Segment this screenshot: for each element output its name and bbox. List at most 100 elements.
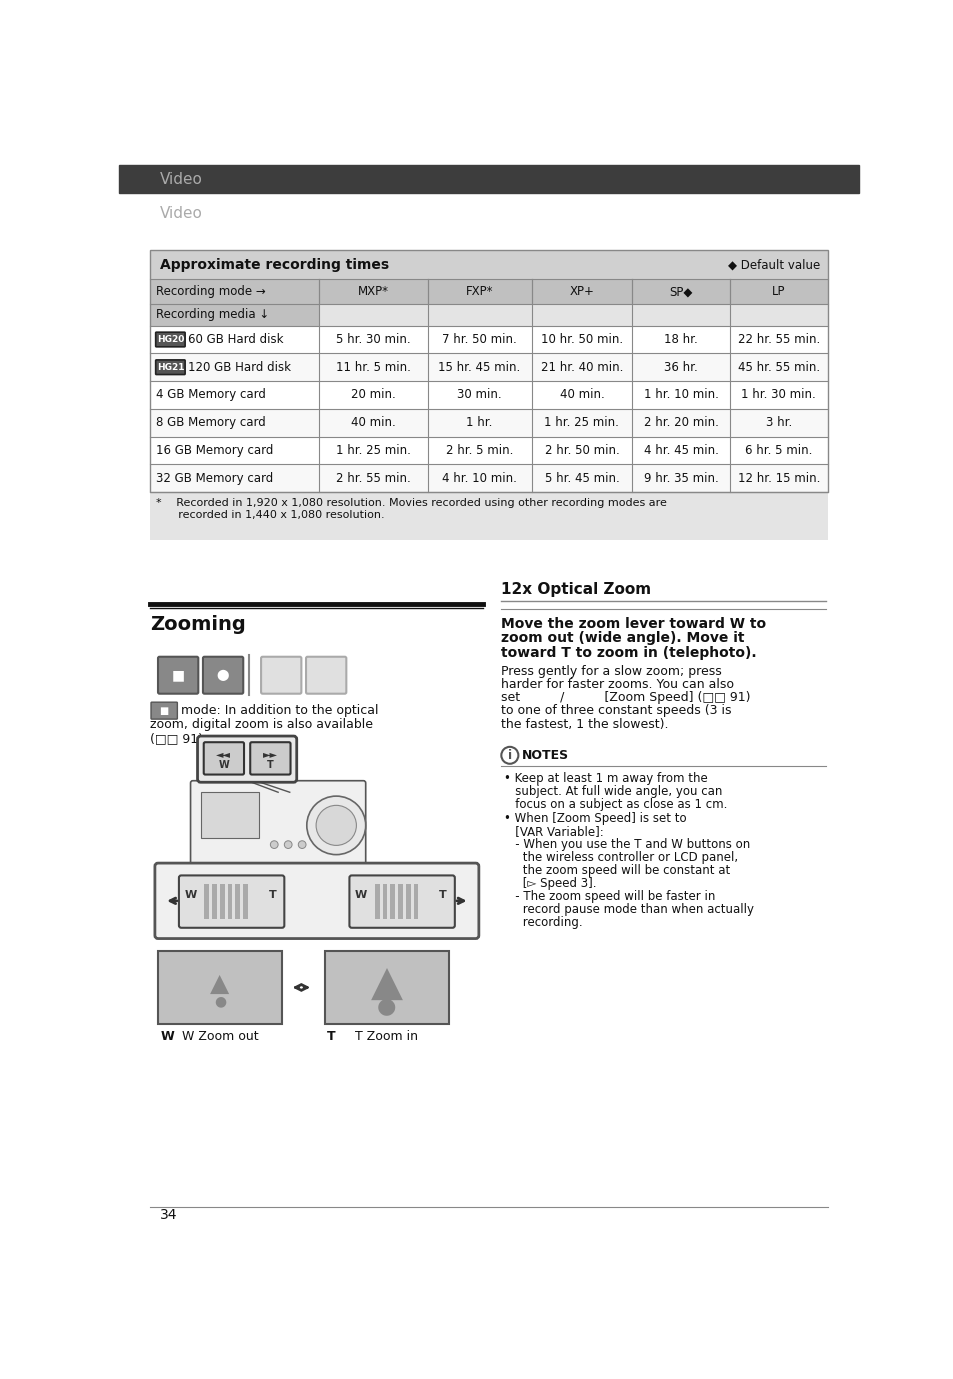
FancyBboxPatch shape — [155, 360, 185, 375]
Text: W: W — [355, 889, 367, 899]
Text: FXP*: FXP* — [465, 285, 493, 298]
Bar — [150, 437, 827, 465]
Text: T: T — [269, 889, 276, 899]
Text: set          /          [Zoom Speed] (□□ 91): set / [Zoom Speed] (□□ 91) — [500, 691, 749, 705]
Bar — [382, 884, 387, 920]
Text: ■: ■ — [159, 706, 169, 716]
Circle shape — [500, 747, 517, 764]
Text: HG20: HG20 — [156, 335, 184, 343]
Text: 2 hr. 5 min.: 2 hr. 5 min. — [445, 444, 513, 456]
Text: 16 GB Memory card: 16 GB Memory card — [156, 444, 274, 456]
Bar — [158, 952, 282, 1025]
Text: 30 min.: 30 min. — [456, 389, 501, 401]
Text: 21 hr. 40 min.: 21 hr. 40 min. — [540, 361, 622, 374]
Circle shape — [307, 796, 365, 855]
FancyBboxPatch shape — [204, 742, 244, 775]
Text: 1 hr. 25 min.: 1 hr. 25 min. — [335, 444, 411, 456]
Text: 7 hr. 50 min.: 7 hr. 50 min. — [442, 332, 517, 346]
FancyBboxPatch shape — [191, 781, 365, 870]
Text: 1 hr. 10 min.: 1 hr. 10 min. — [643, 389, 718, 401]
Text: harder for faster zooms. You can also: harder for faster zooms. You can also — [500, 678, 733, 691]
Text: XP+: XP+ — [569, 285, 594, 298]
Text: the fastest, 1 the slowest).: the fastest, 1 the slowest). — [500, 717, 667, 731]
Text: 18 hr.: 18 hr. — [663, 332, 698, 346]
Text: [▻ Speed 3].: [▻ Speed 3]. — [503, 877, 596, 889]
Text: W: W — [184, 889, 196, 899]
Text: 12x Optical Zoom: 12x Optical Zoom — [500, 582, 650, 597]
Text: • Keep at least 1 m away from the: • Keep at least 1 m away from the — [503, 772, 707, 785]
Text: 5 hr. 45 min.: 5 hr. 45 min. — [544, 472, 618, 484]
Text: 120 GB Hard disk: 120 GB Hard disk — [188, 361, 291, 374]
Bar — [150, 408, 827, 437]
Text: ▲: ▲ — [370, 963, 402, 1005]
Bar — [235, 884, 240, 920]
Text: 1 hr.: 1 hr. — [466, 416, 493, 429]
Text: recorded in 1,440 x 1,080 resolution.: recorded in 1,440 x 1,080 resolution. — [156, 510, 385, 520]
Text: W: W — [218, 760, 229, 769]
Text: the zoom speed will be constant at: the zoom speed will be constant at — [503, 863, 729, 877]
Text: 1 hr. 25 min.: 1 hr. 25 min. — [544, 416, 618, 429]
Text: 40 min.: 40 min. — [351, 416, 395, 429]
Text: ●: ● — [376, 996, 395, 1016]
Text: subject. At full wide angle, you can: subject. At full wide angle, you can — [503, 785, 721, 798]
Text: Move the zoom lever toward W to: Move the zoom lever toward W to — [500, 616, 765, 630]
Bar — [200, 793, 258, 838]
Text: - The zoom speed will be faster in: - The zoom speed will be faster in — [503, 889, 715, 903]
Bar — [150, 250, 827, 539]
Text: W: W — [160, 1030, 173, 1043]
Text: ■: ■ — [172, 669, 185, 683]
FancyBboxPatch shape — [154, 863, 478, 939]
Text: 2 hr. 55 min.: 2 hr. 55 min. — [335, 472, 411, 484]
Text: 34: 34 — [159, 1208, 177, 1222]
Text: 10 hr. 50 min.: 10 hr. 50 min. — [540, 332, 622, 346]
Circle shape — [270, 841, 278, 848]
Bar — [414, 884, 418, 920]
Text: toward T to zoom in (telephoto).: toward T to zoom in (telephoto). — [500, 645, 756, 661]
Bar — [390, 884, 395, 920]
Text: Zooming: Zooming — [150, 615, 246, 634]
Text: 2 hr. 50 min.: 2 hr. 50 min. — [544, 444, 618, 456]
Text: ◄◄: ◄◄ — [216, 750, 232, 760]
Text: NOTES: NOTES — [521, 749, 569, 761]
Circle shape — [284, 841, 292, 848]
Bar — [150, 305, 319, 325]
Text: [VAR Variable]:: [VAR Variable]: — [503, 825, 602, 837]
Text: i: i — [507, 749, 512, 761]
FancyBboxPatch shape — [250, 742, 291, 775]
Text: ►►: ►► — [263, 750, 277, 760]
Text: • When [Zoom Speed] is set to: • When [Zoom Speed] is set to — [503, 811, 685, 825]
Bar — [324, 952, 448, 1025]
Text: ▲: ▲ — [211, 972, 230, 996]
Text: (□□ 91).: (□□ 91). — [150, 732, 207, 745]
FancyBboxPatch shape — [306, 656, 346, 694]
Text: 3 hr.: 3 hr. — [765, 416, 791, 429]
Text: 45 hr. 55 min.: 45 hr. 55 min. — [737, 361, 819, 374]
Bar — [150, 325, 827, 353]
Text: recording.: recording. — [503, 916, 581, 929]
Text: Video: Video — [159, 172, 202, 186]
Text: Approximate recording times: Approximate recording times — [159, 258, 388, 272]
Text: zoom out (wide angle). Move it: zoom out (wide angle). Move it — [500, 632, 743, 645]
Bar — [150, 465, 827, 492]
Text: - When you use the T and W buttons on: - When you use the T and W buttons on — [503, 837, 749, 851]
Text: SP◆: SP◆ — [669, 285, 692, 298]
Bar — [119, 165, 858, 193]
Text: 22 hr. 55 min.: 22 hr. 55 min. — [737, 332, 819, 346]
Bar — [375, 884, 379, 920]
FancyBboxPatch shape — [261, 656, 301, 694]
Text: HG21: HG21 — [156, 363, 184, 372]
Text: T Zoom in: T Zoom in — [355, 1030, 417, 1043]
Text: 6 hr. 5 min.: 6 hr. 5 min. — [744, 444, 812, 456]
Text: the wireless controller or LCD panel,: the wireless controller or LCD panel, — [503, 851, 737, 863]
Text: 36 hr.: 36 hr. — [663, 361, 698, 374]
Text: focus on a subject as close as 1 cm.: focus on a subject as close as 1 cm. — [503, 798, 726, 811]
Text: *  Recorded in 1,920 x 1,080 resolution. Movies recorded using other recording m: * Recorded in 1,920 x 1,080 resolution. … — [156, 498, 667, 507]
Text: 2 hr. 20 min.: 2 hr. 20 min. — [643, 416, 718, 429]
Text: Video: Video — [159, 205, 202, 221]
Text: 8 GB Memory card: 8 GB Memory card — [156, 416, 266, 429]
Text: Press gently for a slow zoom; press: Press gently for a slow zoom; press — [500, 665, 720, 678]
Text: 5 hr. 30 min.: 5 hr. 30 min. — [335, 332, 411, 346]
Bar — [212, 884, 216, 920]
Text: 1 hr. 30 min.: 1 hr. 30 min. — [740, 389, 816, 401]
Bar — [150, 381, 827, 408]
